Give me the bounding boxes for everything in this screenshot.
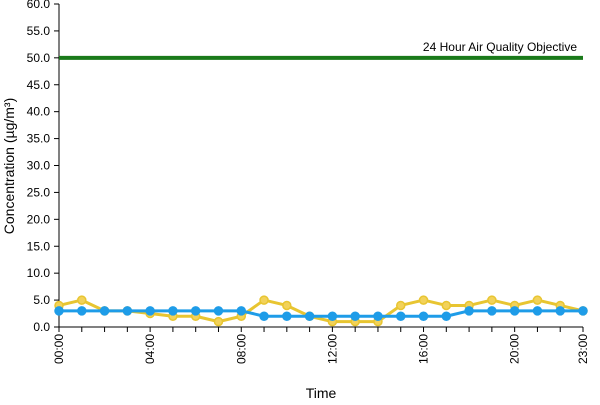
y-tick-label: 0.0 (33, 320, 50, 334)
series-group (54, 295, 588, 327)
series-2-point (464, 306, 474, 316)
y-tick-label: 5.0 (33, 293, 50, 307)
series-2-point (236, 306, 247, 316)
objective-label: 24 Hour Air Quality Objective (423, 40, 577, 54)
x-tick-label: 12:00 (325, 334, 339, 364)
series-2-point (395, 311, 406, 321)
y-tick-label: 30.0 (27, 159, 51, 173)
series-1-point (259, 295, 269, 305)
y-tick-label: 20.0 (27, 212, 51, 226)
y-tick-label: 50.0 (27, 51, 51, 65)
series-2-point (304, 311, 315, 321)
series-2-point (168, 306, 178, 316)
x-axis-title: Time (306, 385, 337, 400)
y-tick-label: 40.0 (27, 105, 51, 119)
series-1-point (441, 300, 452, 311)
objective-group: 24 Hour Air Quality Objective (59, 40, 583, 60)
y-tick-label: 35.0 (27, 132, 51, 146)
series-2-point (441, 311, 452, 321)
series-2-point (487, 306, 497, 316)
x-tick-label: 16:00 (417, 334, 431, 364)
series-2-point (122, 306, 133, 316)
series-2-point (77, 306, 87, 316)
x-tick-label: 23:00 (576, 334, 590, 364)
series-2-point (259, 311, 269, 321)
series-1-point (487, 295, 497, 305)
series-1-point (418, 295, 429, 305)
series-2-point (282, 311, 292, 321)
series-2-point (99, 306, 110, 316)
series-1-point (395, 300, 406, 311)
y-tick-label: 25.0 (27, 185, 51, 199)
series-2-point (213, 306, 224, 316)
series-2-point (145, 306, 155, 316)
series-2-point (54, 306, 64, 316)
series-2-point (327, 311, 338, 321)
series-2-point (373, 311, 383, 321)
y-tick-label: 55.0 (27, 24, 51, 38)
series-1-point (213, 316, 224, 327)
series-1-point (282, 300, 292, 311)
x-tick-label: 08:00 (234, 334, 248, 364)
series-1-point (532, 295, 543, 305)
y-axis-title: Concentration (µg/m³) (1, 98, 17, 234)
x-tick-label: 20:00 (508, 334, 522, 364)
y-tick-label: 15.0 (27, 239, 51, 253)
y-tick-label: 60.0 (27, 0, 51, 11)
series-1-point (77, 295, 87, 305)
series-2-point (190, 306, 201, 316)
series-2-point (418, 311, 429, 321)
x-tick-label: 00:00 (52, 334, 66, 364)
series-2-point (350, 311, 360, 321)
series-2-point (578, 306, 588, 316)
axes-group: 0.0 5.0 10.0 15.0 20.0 25.0 30.0 35.0 40.0 45.0 50… (27, 0, 590, 364)
x-tick-label: 04:00 (143, 334, 157, 364)
series-2-point (555, 306, 565, 316)
y-tick-label: 10.0 (27, 266, 51, 280)
y-tick-label: 45.0 (27, 78, 51, 92)
series-2-point (532, 306, 543, 316)
series-2-point (509, 306, 520, 316)
